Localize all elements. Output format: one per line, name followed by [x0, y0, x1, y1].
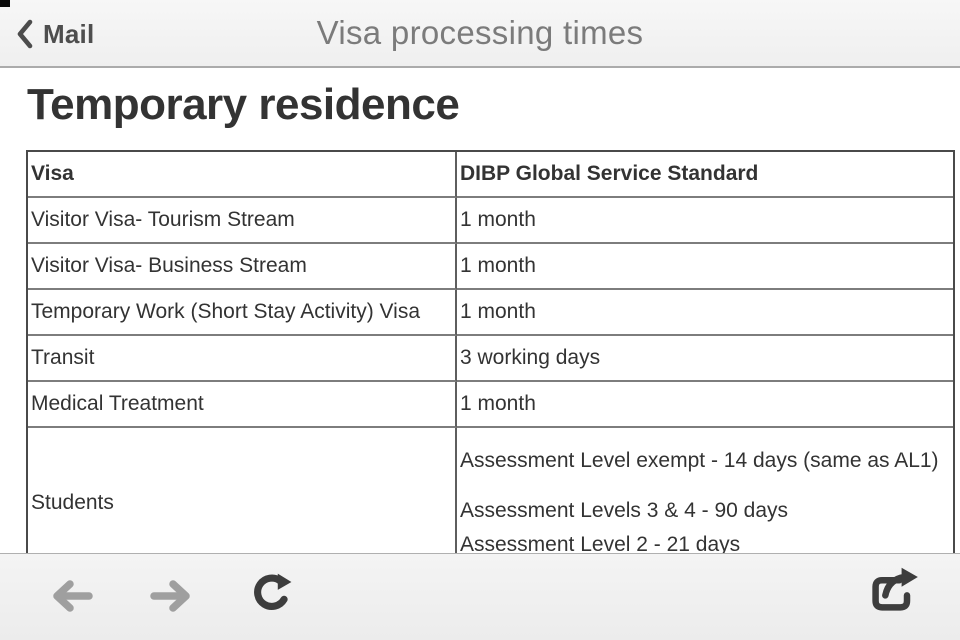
table-row: Temporary Work (Short Stay Activity) Vis…: [28, 290, 953, 336]
chevron-left-icon: [17, 19, 33, 49]
service-standard-cell: 1 month: [457, 290, 953, 336]
column-header-standard: DIBP Global Service Standard: [457, 152, 953, 198]
forward-button[interactable]: [150, 574, 194, 618]
visa-name-cell: Visitor Visa- Business Stream: [28, 244, 457, 290]
table-row: Students Assessment Level exempt - 14 day…: [28, 428, 953, 553]
table-row: Medical Treatment 1 month: [28, 382, 953, 428]
visa-name-cell: Visitor Visa- Tourism Stream: [28, 198, 457, 244]
visa-name-cell: Medical Treatment: [28, 382, 457, 428]
service-standard-cell: 1 month: [457, 244, 953, 290]
table-header-row: Visa DIBP Global Service Standard: [28, 152, 953, 198]
service-standard-cell: 3 working days: [457, 336, 953, 382]
share-icon: [872, 567, 918, 611]
visa-name-cell: Temporary Work (Short Stay Activity) Vis…: [28, 290, 457, 336]
reload-button[interactable]: [250, 570, 294, 614]
table-row: Visitor Visa- Business Stream 1 month: [28, 244, 953, 290]
column-header-visa: Visa: [28, 152, 457, 198]
visa-processing-table: Visa DIBP Global Service Standard Visito…: [26, 150, 955, 553]
table-body: Visitor Visa- Tourism Stream 1 month Visit…: [28, 198, 953, 553]
table-row: Transit 3 working days: [28, 336, 953, 382]
back-button-label: Mail: [43, 18, 95, 49]
service-standard-cell: Assessment Level exempt - 14 days (same …: [460, 449, 939, 553]
share-button[interactable]: [868, 566, 920, 614]
service-standard-cell: 1 month: [457, 382, 953, 428]
screen-corner-mark: [0, 0, 10, 7]
table-row: Visitor Visa- Tourism Stream 1 month: [28, 198, 953, 244]
web-content: Temporary residence Visa DIBP Global Ser…: [0, 68, 960, 553]
visa-name-cell: Transit: [28, 336, 457, 382]
back-button[interactable]: [49, 574, 93, 618]
service-standard-cell: 1 month: [457, 198, 953, 244]
forward-arrow-icon: [150, 580, 190, 612]
back-to-mail-button[interactable]: Mail: [16, 16, 94, 52]
page-title: Visa processing times: [316, 14, 644, 51]
navigation-bar: Mail Visa processing times: [0, 0, 960, 68]
visa-name-cell: Students: [28, 428, 457, 553]
browser-toolbar: [0, 553, 960, 640]
section-heading: Temporary residence: [27, 80, 460, 129]
reload-icon: [254, 573, 292, 610]
back-arrow-icon: [53, 580, 93, 612]
